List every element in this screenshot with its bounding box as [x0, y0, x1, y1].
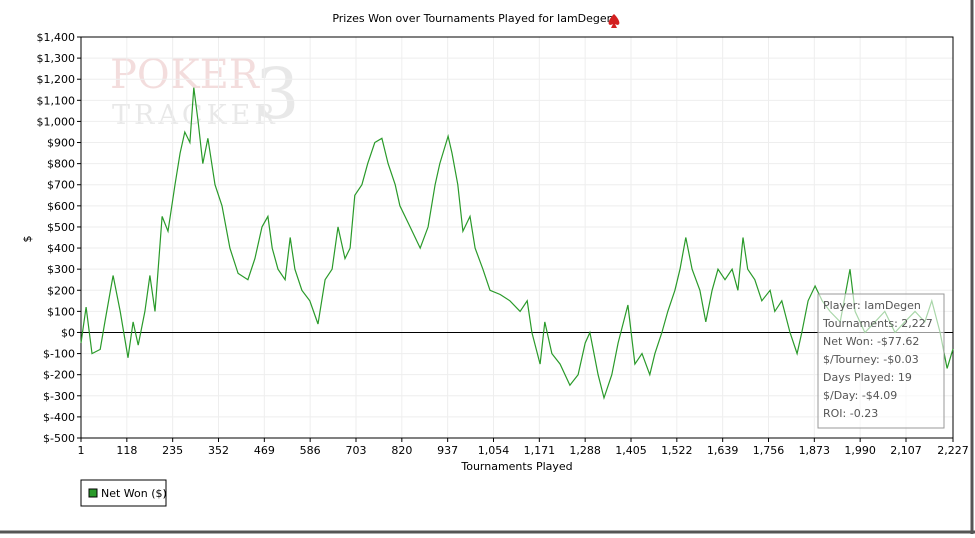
legend-label: Net Won ($) [101, 487, 167, 500]
y-tick-label: $500 [47, 221, 75, 234]
y-tick-label: $-300 [43, 390, 75, 403]
spade-icon [608, 14, 620, 28]
y-tick-label: $600 [47, 200, 75, 213]
watermark-text: 3 [255, 53, 300, 135]
y-tick-label: $1,000 [37, 115, 76, 128]
x-tick-label: 2,227 [937, 444, 969, 457]
watermark: POKER TRACKER 3 [110, 52, 300, 135]
x-tick-label: 1,288 [569, 444, 601, 457]
y-axis-label: $ [21, 236, 34, 243]
series-line [80, 87, 954, 401]
tooltip-box [817, 293, 945, 429]
tooltip: Player: IamDegen Tournaments: 2,227 Net … [817, 293, 945, 429]
y-tick-label: $1,100 [37, 94, 76, 107]
legend-swatch [88, 488, 98, 498]
y-tick-label: $100 [47, 305, 75, 318]
watermark-text: POKER [110, 52, 261, 98]
tooltip-line: $/Day: -$4.09 [823, 389, 897, 402]
x-tick-label: 820 [391, 444, 412, 457]
y-tick-label: $1,200 [37, 73, 76, 86]
watermark-text: TRACKER [112, 100, 279, 131]
x-tick-label: 1,405 [615, 444, 647, 457]
x-tick-label: 586 [300, 444, 321, 457]
y-tick-label: $400 [47, 242, 75, 255]
y-tick-label: $-100 [43, 348, 75, 361]
x-tick-label: 703 [345, 444, 366, 457]
x-tick-label: 2,107 [890, 444, 922, 457]
y-tick-label: $300 [47, 263, 75, 276]
y-tick-label: $1,400 [37, 31, 76, 44]
y-tick-label: $700 [47, 179, 75, 192]
y-tick-label: $900 [47, 137, 75, 150]
tooltip-line: Tournaments: 2,227 [822, 317, 933, 330]
data [80, 87, 954, 401]
plot-frame [80, 36, 954, 439]
x-axis-label: Tournaments Played [460, 460, 572, 473]
y-tick-label: $-200 [43, 369, 75, 382]
tooltip-line: ROI: -0.23 [823, 407, 878, 420]
x-tick-label: 937 [437, 444, 458, 457]
x-tick-label: 1,639 [707, 444, 739, 457]
grid: $-500 $-400 $-300 $-200 $-100 $0 $100 $200 $300 $… [37, 31, 969, 457]
y-tick-label: $1,300 [37, 52, 76, 65]
x-tick-label: 1,756 [753, 444, 785, 457]
y-tick-label: $800 [47, 158, 75, 171]
x-tick-label: 118 [116, 444, 137, 457]
chart-title: Prizes Won over Tournaments Played for I… [332, 12, 613, 25]
y-tick-label: $-500 [43, 432, 75, 445]
y-tick-label: $0 [61, 326, 75, 339]
tooltip-line: $/Tourney: -$0.03 [823, 353, 919, 366]
x-tick-label: 1,171 [524, 444, 556, 457]
x-tick-label: 1,054 [478, 444, 510, 457]
x-tick-label: 352 [208, 444, 229, 457]
x-tick-label: 1,873 [799, 444, 831, 457]
x-tick-label: 469 [254, 444, 275, 457]
y-tick-label: $-400 [43, 411, 75, 424]
x-tick-label: 235 [162, 444, 183, 457]
y-tick-label: $200 [47, 284, 75, 297]
tooltip-line: Player: IamDegen [823, 299, 921, 312]
x-tick-label: 1,990 [844, 444, 876, 457]
x-tick-label: 1,522 [661, 444, 693, 457]
x-tick-label: 1 [78, 444, 85, 457]
tooltip-line: Net Won: -$77.62 [823, 335, 919, 348]
tooltip-line: Days Played: 19 [823, 371, 912, 384]
